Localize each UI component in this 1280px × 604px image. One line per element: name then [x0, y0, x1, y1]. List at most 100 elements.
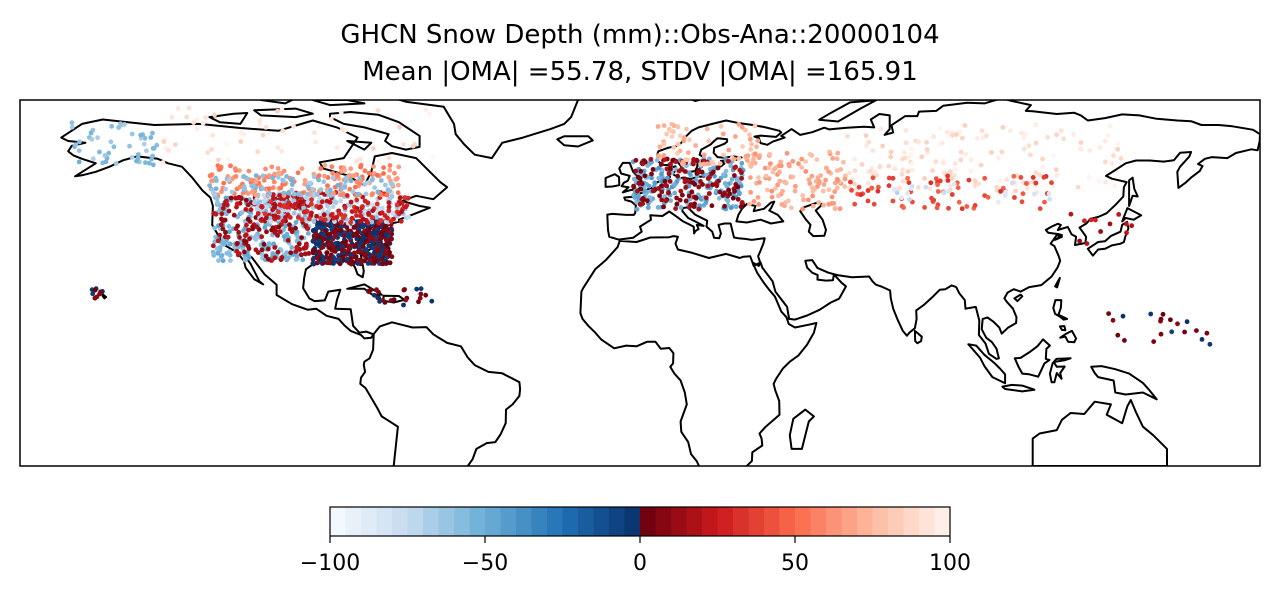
- observation-point: [328, 116, 334, 122]
- observation-point: [205, 150, 211, 156]
- observation-point: [395, 182, 401, 188]
- observation-point: [354, 213, 359, 219]
- observation-point: [302, 178, 308, 183]
- observation-point: [369, 214, 375, 220]
- observation-point: [388, 181, 394, 187]
- coastline-segment: [253, 107, 314, 119]
- observation-point: [161, 139, 167, 144]
- observation-point: [210, 133, 216, 138]
- observation-point: [338, 198, 344, 204]
- colorbar-cell: [624, 507, 641, 536]
- observation-point: [375, 108, 381, 113]
- observation-point: [310, 238, 316, 244]
- observation-point: [338, 227, 344, 233]
- observation-point: [369, 219, 375, 225]
- observation-point: [357, 157, 363, 162]
- colorbar-cell: [841, 507, 858, 536]
- observation-point: [241, 131, 247, 137]
- observation-point: [324, 203, 330, 209]
- observation-point: [310, 228, 316, 233]
- observation-point: [370, 146, 376, 152]
- colorbar-cell: [934, 507, 951, 536]
- observation-point: [305, 231, 311, 236]
- observation-point: [355, 191, 361, 197]
- observation-point: [243, 207, 249, 212]
- observation-point: [387, 163, 393, 168]
- observation-point: [69, 124, 75, 130]
- observation-point: [276, 224, 282, 230]
- observation-point: [213, 211, 219, 217]
- observation-point: [390, 211, 396, 216]
- observation-point: [321, 232, 326, 237]
- observation-point: [226, 208, 232, 214]
- observation-point: [259, 234, 265, 240]
- observation-point: [113, 161, 119, 166]
- colorbar-cell: [872, 507, 889, 536]
- observation-point: [223, 230, 228, 235]
- coastlines: [60, 100, 1260, 466]
- observation-point: [348, 166, 354, 172]
- observation-point: [270, 225, 276, 231]
- observation-point: [175, 106, 181, 111]
- observation-point: [212, 112, 218, 118]
- observation-point: [250, 226, 256, 232]
- observation-point: [687, 171, 693, 176]
- observation-point: [267, 215, 273, 221]
- observation-point: [387, 167, 393, 173]
- colorbar-cell: [531, 507, 548, 536]
- observation-point: [272, 255, 278, 261]
- coastline-segment: [1031, 399, 1168, 466]
- observation-point: [381, 165, 386, 171]
- observation-point: [350, 189, 356, 195]
- coastline-segment: [101, 293, 108, 300]
- observation-point: [217, 232, 223, 238]
- observation-point: [348, 178, 354, 184]
- observation-point: [339, 247, 345, 253]
- observation-point: [149, 156, 155, 162]
- observation-point: [233, 174, 239, 179]
- observation-point: [383, 248, 389, 253]
- colorbar-cell: [686, 507, 703, 536]
- observation-point: [312, 233, 317, 238]
- observation-point: [305, 184, 311, 190]
- observation-point: [95, 135, 100, 141]
- observation-point: [266, 173, 272, 179]
- observation-point: [319, 199, 325, 205]
- observation-point: [103, 159, 109, 165]
- observation-point: [286, 190, 291, 196]
- observation-point: [253, 247, 259, 253]
- observation-point: [135, 152, 141, 157]
- observation-point: [370, 245, 376, 251]
- observation-point: [261, 198, 267, 204]
- observation-point: [220, 258, 226, 264]
- observation-point: [340, 191, 346, 197]
- observation-point: [336, 257, 341, 262]
- observation-point: [315, 255, 320, 261]
- observation-point: [299, 199, 304, 205]
- observation-point: [88, 130, 94, 136]
- observation-point: [678, 205, 684, 210]
- observation-point: [324, 250, 330, 255]
- observation-point: [293, 249, 299, 254]
- observation-point: [277, 229, 283, 235]
- observation-point: [403, 204, 409, 210]
- observation-point: [402, 195, 408, 200]
- observation-point: [332, 219, 337, 225]
- colorbar-cell: [361, 507, 378, 536]
- coastline-segment: [396, 100, 579, 160]
- observation-point: [224, 202, 230, 208]
- observation-point: [349, 215, 355, 221]
- coastline-segment: [346, 283, 383, 297]
- observation-point: [369, 177, 375, 183]
- observation-point: [242, 185, 248, 191]
- observation-point: [276, 170, 282, 176]
- observation-point: [645, 205, 651, 211]
- observation-point: [376, 159, 382, 165]
- observation-point: [259, 217, 265, 222]
- observation-point: [380, 261, 386, 267]
- coastline-segment: [1054, 276, 1061, 289]
- observation-point: [410, 143, 416, 149]
- observation-point: [357, 209, 363, 215]
- observation-point: [335, 173, 341, 179]
- observation-point: [370, 208, 376, 214]
